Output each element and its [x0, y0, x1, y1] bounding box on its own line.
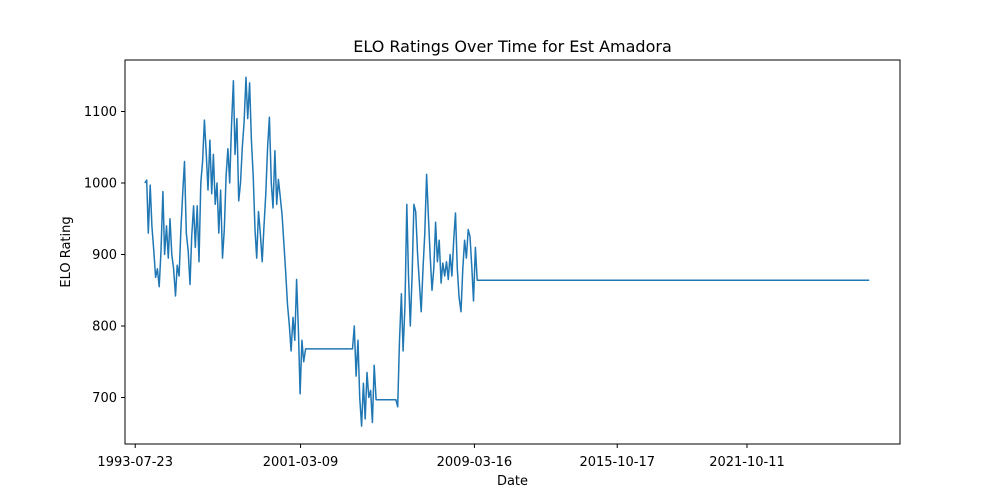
- plot-frame: [124, 59, 901, 445]
- x-tick-label: 1993-07-23: [97, 455, 173, 470]
- y-axis-label: ELO Rating: [59, 216, 74, 287]
- x-tick-label: 2021-10-11: [709, 455, 785, 470]
- y-tick-label: 1100: [84, 105, 117, 120]
- x-axis-ticks: 1993-07-23 2001-03-09 2009-03-16 2015-10-17…: [97, 444, 785, 470]
- y-tick-label: 800: [92, 320, 117, 335]
- series-line-1: [144, 76, 870, 427]
- x-tick-label: 2015-10-17: [579, 455, 655, 470]
- chart-title: ELO Ratings Over Time for Est Amadora: [353, 37, 672, 56]
- x-axis-label: Date: [497, 474, 528, 489]
- x-tick-label: 2009-03-16: [437, 455, 513, 470]
- y-tick-label: 1000: [84, 176, 117, 191]
- y-axis-ticks: 700 800 900 1000 1100: [84, 105, 125, 406]
- y-tick-label: 700: [92, 391, 117, 406]
- plot-lines: [144, 76, 870, 427]
- x-tick-label: 2001-03-09: [263, 455, 339, 470]
- y-tick-label: 900: [92, 248, 117, 263]
